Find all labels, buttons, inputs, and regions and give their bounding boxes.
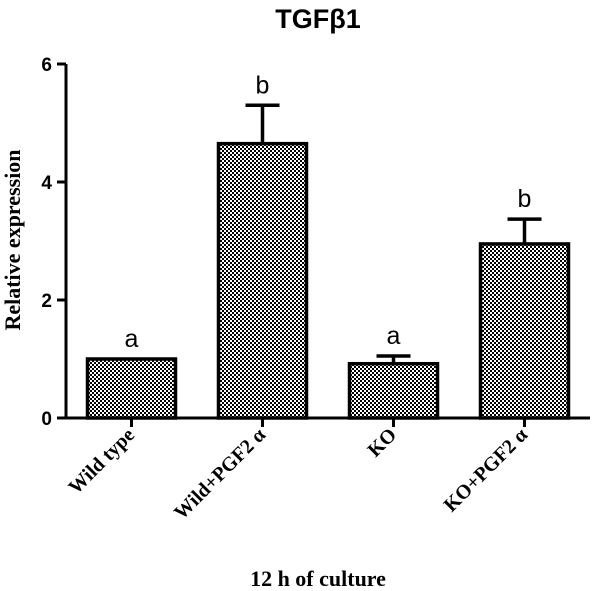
chart-title: TGFβ1 bbox=[275, 4, 360, 34]
bars bbox=[85, 141, 571, 420]
significance-label: a bbox=[387, 322, 401, 350]
significance-label: b bbox=[518, 185, 532, 213]
y-axis-label: Relative expression bbox=[0, 149, 25, 330]
bar bbox=[85, 357, 178, 420]
x-axis-label: 12 h of culture bbox=[250, 566, 386, 591]
x-tick-label: KO bbox=[363, 424, 401, 462]
significance-labels: a b a b bbox=[125, 71, 532, 353]
y-tick-label: 2 bbox=[41, 291, 52, 312]
significance-label: b bbox=[256, 71, 270, 99]
x-tick-label: Wild+PGF2 α bbox=[170, 424, 270, 524]
x-ticks: Wild type Wild+PGF2 α KO KO+PGF2 α bbox=[64, 418, 532, 524]
significance-label: a bbox=[125, 325, 139, 353]
bar bbox=[347, 361, 440, 420]
y-tick-label: 0 bbox=[41, 409, 52, 430]
y-ticks: 0 2 4 6 bbox=[41, 55, 66, 430]
x-tick-label: KO+PGF2 α bbox=[440, 424, 532, 516]
y-tick-label: 6 bbox=[41, 55, 52, 76]
error-bars bbox=[245, 103, 542, 364]
bar bbox=[216, 141, 309, 420]
y-tick-label: 4 bbox=[41, 173, 52, 194]
x-tick-label: Wild type bbox=[64, 424, 139, 499]
bar bbox=[478, 242, 571, 420]
